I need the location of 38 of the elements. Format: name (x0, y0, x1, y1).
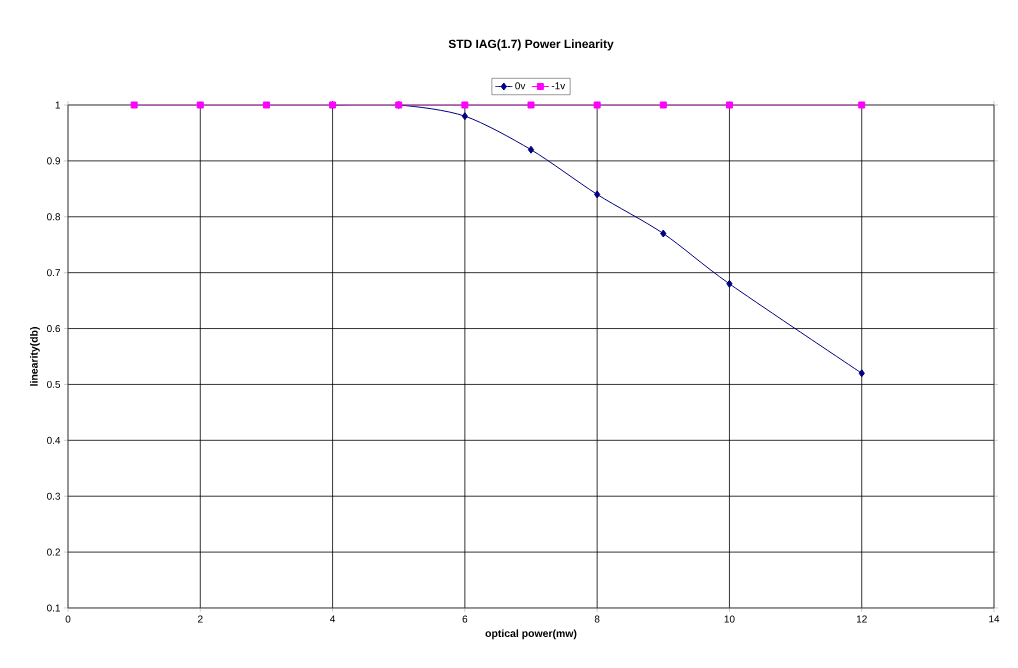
x-tick-label: 6 (462, 615, 468, 623)
x-tick-label: 0 (65, 615, 71, 623)
y-axis-title: linearity(db) (30, 327, 40, 386)
point (725, 101, 733, 109)
point (593, 101, 601, 109)
point (527, 145, 535, 154)
y-tick-label: 0.1 (47, 604, 61, 612)
x-tick-label: 10 (724, 615, 735, 623)
x-axis-title: optical power(mw) (485, 629, 577, 640)
y-tick-label: 0.4 (47, 436, 61, 444)
x-tick-label: 8 (594, 615, 600, 623)
x-tick-label: 2 (198, 615, 203, 623)
y-tick-label: 0.9 (47, 157, 61, 165)
point (726, 279, 733, 288)
point (196, 101, 204, 109)
x-tick-label: 4 (330, 615, 336, 623)
legend-label: 0v (515, 82, 526, 90)
point (461, 112, 468, 121)
point (858, 101, 866, 109)
y-tick-label: 0.3 (47, 492, 61, 500)
point (130, 101, 138, 109)
y-tick-label: 0.6 (47, 325, 61, 333)
y-tick-label: 0.2 (47, 548, 60, 556)
x-tick-label: 12 (856, 615, 867, 623)
point (858, 369, 865, 378)
point (659, 101, 667, 109)
legend-label: -1v (551, 82, 566, 90)
y-tick-label: 0.7 (47, 269, 60, 277)
point (527, 101, 535, 109)
x-tick-label: 14 (989, 615, 1000, 623)
y-tick-label: 0.8 (47, 213, 61, 221)
point (594, 190, 601, 199)
point (660, 229, 667, 238)
y-tick-label: 1 (55, 101, 61, 109)
chart-title: STD IAG(1.7) Power Linearity (448, 39, 614, 51)
point (461, 101, 469, 109)
point (262, 101, 270, 109)
y-tick-label: 0.5 (47, 380, 61, 388)
